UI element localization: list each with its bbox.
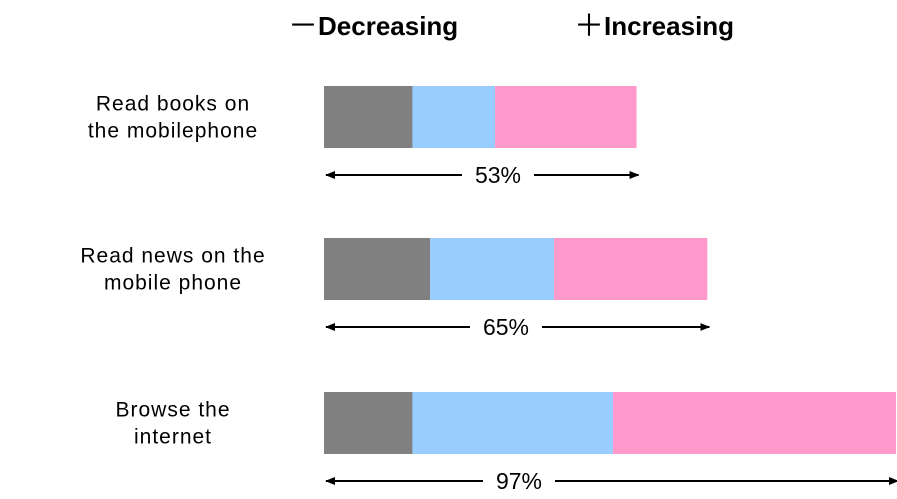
category-label-1-0: Read news on the [80, 245, 265, 268]
bar-segment-1-0 [324, 238, 431, 300]
legend-symbol-1: ＋ [574, 10, 604, 43]
category-label-2-1: internet [134, 426, 212, 449]
bar-segment-0-2 [495, 86, 637, 148]
total-label-2: 97% [496, 468, 542, 494]
category-label-0-0: Read books on [96, 93, 250, 116]
legend-symbol-0: － [288, 10, 318, 43]
bar-segment-2-1 [412, 392, 613, 454]
bars: Read books on the mobilephone 53% Read news… [80, 86, 897, 494]
category-label-1-1: mobile phone [104, 272, 242, 295]
category-label-2-0: Browse the [115, 399, 230, 422]
category-label-0-1: the mobilephone [88, 120, 258, 143]
legend-label-1: Increasing [604, 11, 734, 41]
legend-label-0: Decreasing [318, 11, 458, 41]
total-label-1: 65% [483, 314, 529, 340]
bar-segment-1-2 [553, 238, 708, 300]
bar-segment-0-0 [324, 86, 413, 148]
legend: － Decreasing ＋ Increasing [288, 10, 734, 43]
bar-segment-1-1 [430, 238, 554, 300]
bar-segment-2-0 [324, 392, 413, 454]
total-label-0: 53% [475, 162, 521, 188]
bar-segment-2-2 [612, 392, 896, 454]
bar-segment-0-1 [412, 86, 496, 148]
